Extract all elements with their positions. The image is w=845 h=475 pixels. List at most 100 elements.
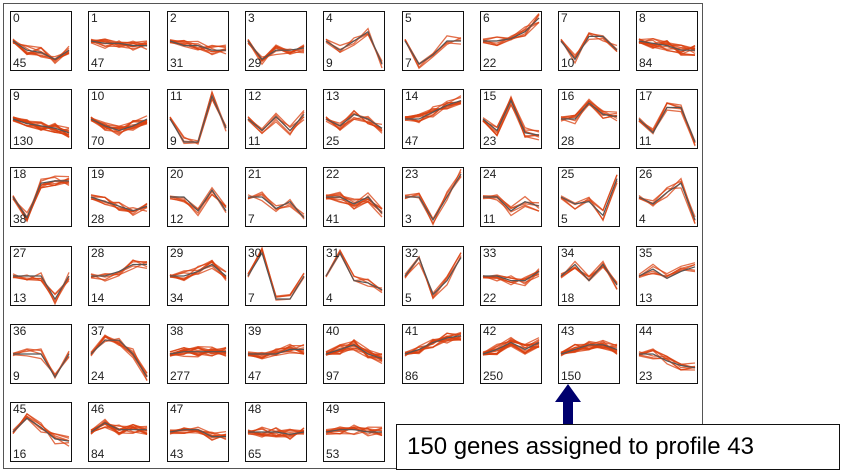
profile-cell-1: 1 47 [88, 11, 150, 71]
gene-count-label: 150 [561, 369, 582, 383]
model-profile-line [404, 256, 462, 296]
profile-id-label: 49 [326, 402, 340, 416]
profile-plot-1 [90, 38, 148, 51]
gene-line [560, 341, 618, 355]
gene-line [90, 119, 148, 131]
model-profile-line [483, 17, 540, 42]
profile-id-label: 24 [483, 167, 497, 181]
profile-plot-28 [90, 259, 148, 282]
gene-count-label: 7 [248, 291, 255, 305]
gene-count-label: 5 [561, 212, 568, 226]
gene-count-label: 97 [326, 369, 340, 383]
gene-count-label: 13 [13, 291, 27, 305]
profile-cell-37: 37 24 [88, 324, 150, 384]
profile-cell-17: 17 11 [636, 89, 698, 149]
gene-line [247, 194, 305, 220]
gene-count-label: 7 [405, 56, 412, 70]
profile-id-label: 38 [170, 324, 184, 338]
gene-line [638, 348, 696, 371]
arrow-up-icon [555, 384, 581, 426]
profile-id-label: 7 [561, 11, 568, 25]
gene-line [325, 426, 383, 437]
model-profile-line [325, 251, 383, 291]
profile-id-label: 5 [405, 11, 412, 25]
gene-count-label: 130 [13, 134, 34, 148]
profile-plot-24 [482, 194, 540, 217]
model-profile-line [90, 118, 148, 132]
gene-line [169, 97, 227, 146]
model-profile-line [12, 417, 70, 442]
model-profile-line [638, 40, 695, 51]
gene-count-label: 45 [13, 56, 27, 70]
profile-cell-27: 27 13 [10, 246, 72, 306]
profile-id-label: 6 [483, 11, 490, 25]
profile-cell-30: 30 7 [245, 246, 307, 306]
gene-line [169, 193, 227, 217]
model-profile-line [483, 270, 540, 282]
profile-plot-13 [325, 109, 383, 134]
gene-line [404, 332, 462, 356]
profile-id-label: 0 [13, 11, 20, 25]
gene-line [169, 347, 227, 354]
profile-id-label: 42 [483, 324, 497, 338]
gene-line [90, 334, 148, 381]
gene-line [638, 181, 696, 218]
profile-plot-40 [325, 339, 383, 364]
profile-plot-18 [12, 175, 70, 223]
gene-count-label: 47 [248, 369, 262, 383]
profile-cell-42: 42 250 [480, 324, 542, 384]
profile-plot-43 [560, 339, 618, 357]
profile-id-label: 43 [561, 324, 575, 338]
gene-count-label: 53 [326, 447, 340, 461]
profile-plot-27 [12, 272, 70, 305]
gene-line [90, 40, 148, 51]
gene-line [560, 32, 618, 59]
profile-plot-15 [482, 95, 540, 141]
model-profile-line [248, 196, 305, 219]
profile-id-label: 18 [13, 167, 27, 181]
profile-id-label: 46 [91, 402, 105, 416]
model-profile-line [12, 40, 70, 61]
profile-id-label: 39 [248, 324, 262, 338]
profile-plot-47 [169, 426, 227, 442]
profile-plot-42 [482, 336, 540, 356]
gene-count-label: 11 [248, 134, 261, 148]
profile-id-label: 36 [13, 324, 27, 338]
profile-id-label: 35 [639, 246, 653, 260]
gene-count-label: 11 [483, 212, 496, 226]
model-profile-line [404, 40, 461, 65]
profile-plot-11 [169, 90, 227, 146]
gene-line [482, 268, 540, 285]
profile-grid-frame [3, 3, 703, 469]
gene-line [12, 40, 70, 58]
gene-count-label: 9 [13, 369, 20, 383]
gene-count-label: 65 [248, 447, 262, 461]
profile-cell-19: 19 28 [88, 167, 150, 227]
profile-id-label: 19 [91, 167, 105, 181]
gene-line [247, 194, 305, 217]
gene-count-label: 47 [405, 134, 419, 148]
profile-plot-8 [638, 37, 696, 56]
profile-cell-29: 29 34 [167, 246, 229, 306]
model-profile-line [325, 429, 382, 433]
profile-id-label: 23 [405, 167, 419, 181]
gene-line [90, 40, 148, 48]
model-profile-line [170, 189, 227, 212]
gene-count-label: 9 [170, 134, 177, 148]
profile-cell-33: 33 22 [480, 246, 542, 306]
profile-cell-48: 48 65 [245, 402, 307, 462]
gene-line [325, 109, 383, 129]
profile-cell-49: 49 53 [323, 402, 385, 462]
profile-cell-23: 23 3 [402, 167, 464, 227]
profile-plot-39 [247, 343, 305, 360]
profile-id-label: 21 [248, 167, 262, 181]
profile-id-label: 16 [561, 89, 575, 103]
profile-cell-15: 15 23 [480, 89, 542, 149]
profile-plot-7 [560, 32, 618, 65]
model-profile-line [405, 173, 462, 222]
gene-count-label: 86 [405, 369, 419, 383]
gene-line [482, 102, 540, 137]
profile-id-label: 26 [639, 167, 653, 181]
gene-count-label: 25 [326, 134, 340, 148]
